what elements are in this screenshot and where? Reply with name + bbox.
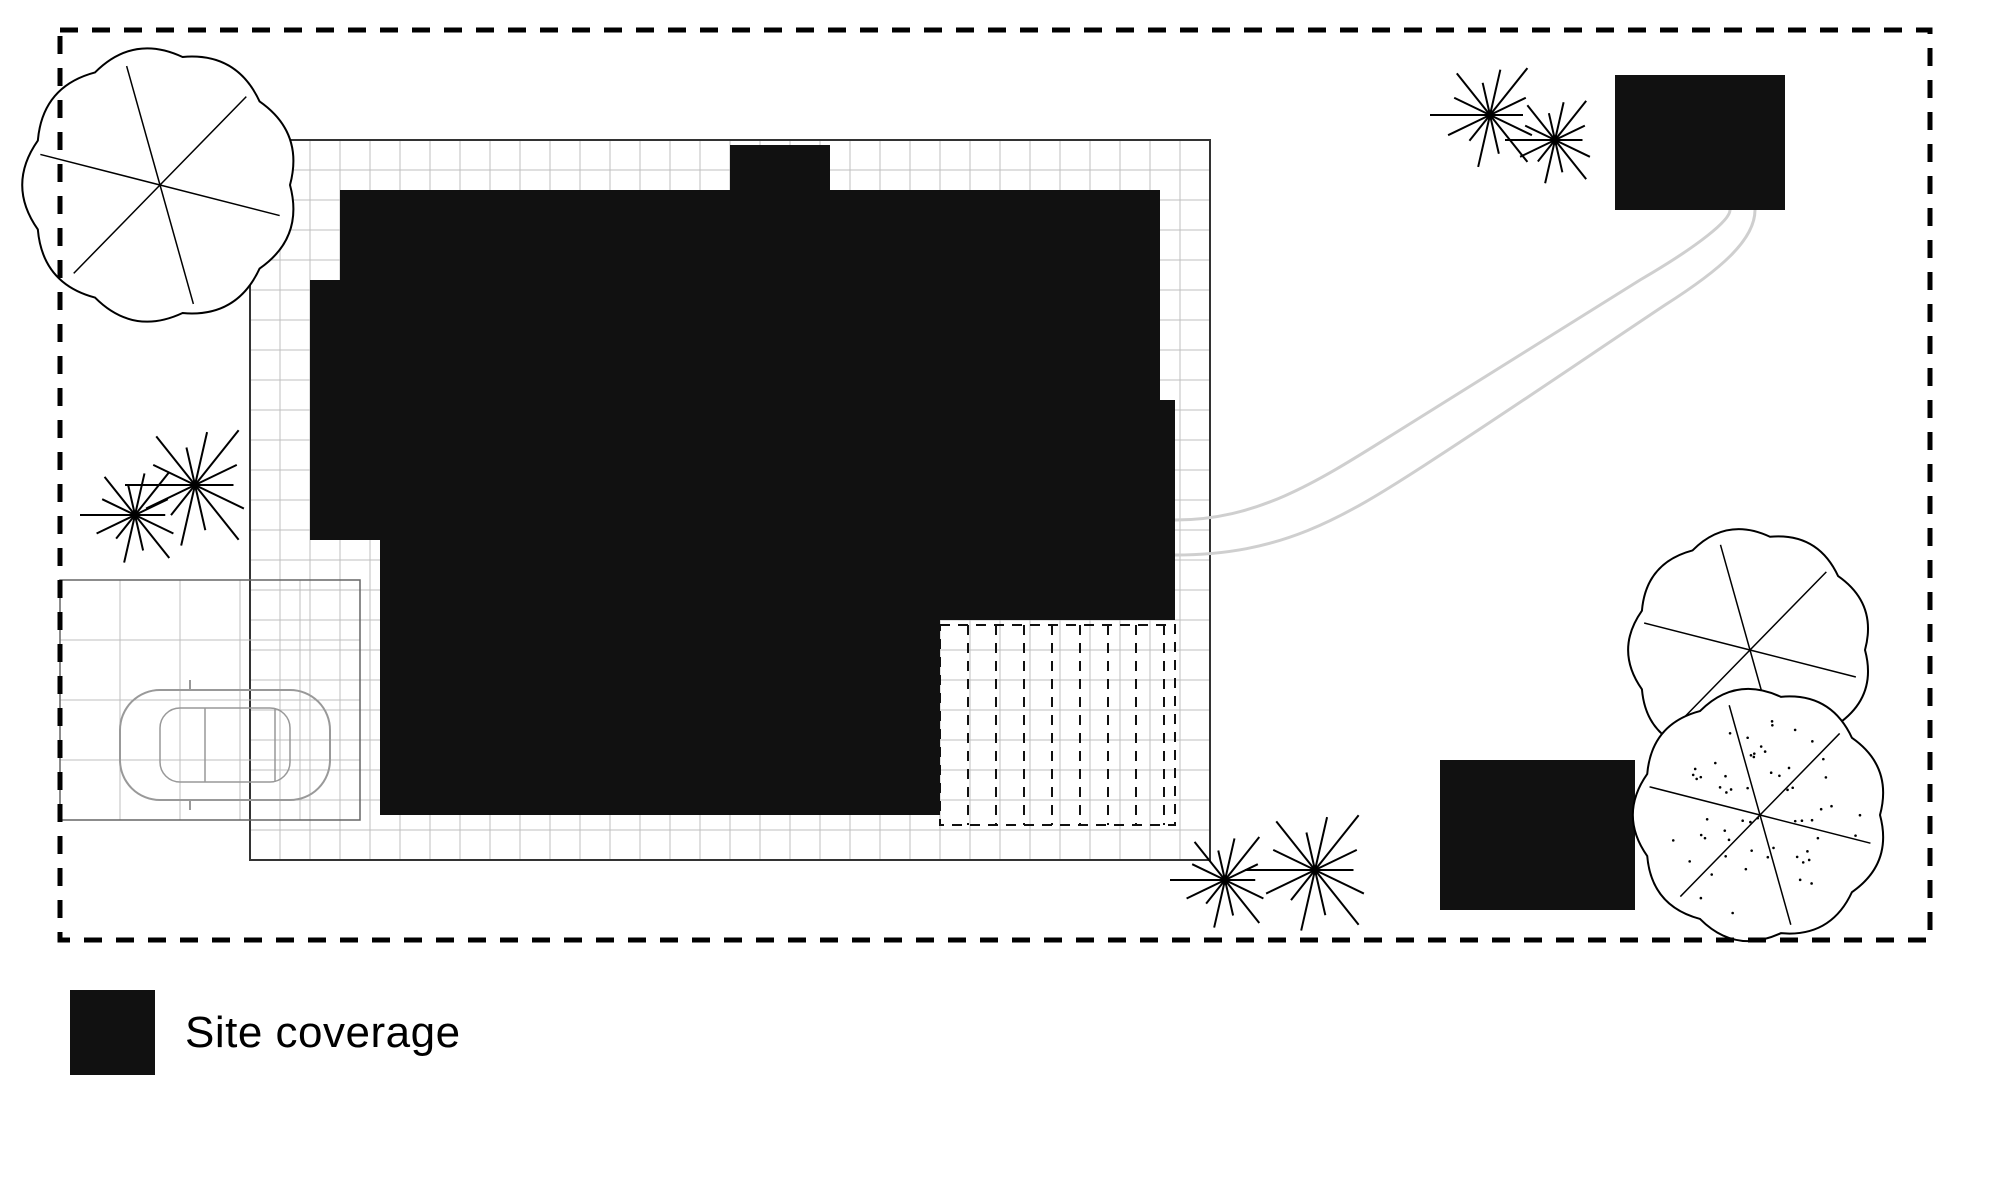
shed-top [1615, 75, 1785, 210]
tree-spiky-icon [1245, 815, 1364, 930]
tree-round-icon [1633, 689, 1883, 941]
pergola [940, 625, 1175, 825]
garden-path [1175, 210, 1730, 520]
building-footprint [310, 145, 1175, 815]
tree-spiky-icon [1430, 68, 1532, 167]
tree-spiky-icon [1170, 837, 1263, 928]
legend-swatch [70, 990, 155, 1075]
site-plan-diagram [0, 0, 2000, 960]
legend: Site coverage [70, 990, 2000, 1075]
tree-spiky-icon [1505, 101, 1590, 183]
shed-bottom [1440, 760, 1635, 910]
legend-label: Site coverage [185, 1008, 461, 1058]
tree-round-icon [22, 48, 293, 321]
tree-spiky-icon [125, 430, 244, 545]
